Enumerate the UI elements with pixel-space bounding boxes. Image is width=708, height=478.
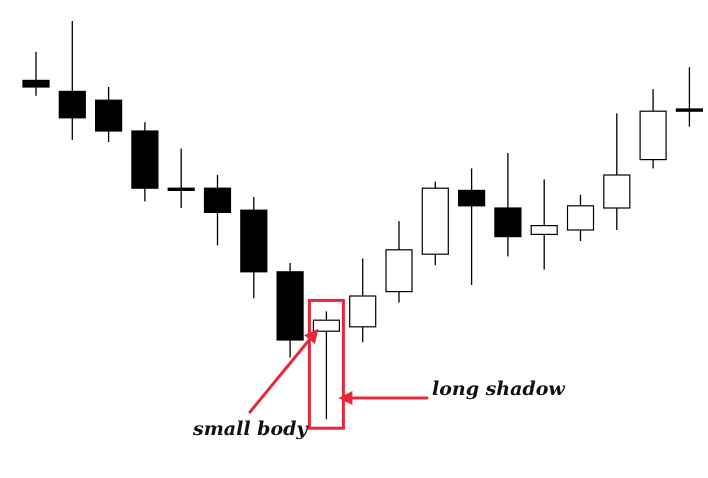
candle (385, 221, 413, 303)
candle (421, 181, 449, 266)
candle (349, 258, 377, 343)
candle (458, 168, 486, 285)
candle (22, 51, 50, 96)
candle-body (639, 110, 667, 161)
candle-body (566, 205, 595, 231)
candle-body (240, 209, 268, 273)
candle (494, 153, 522, 257)
annotation-arrows (248, 328, 429, 414)
candle-body (675, 108, 704, 112)
candle-body (203, 187, 232, 213)
arrow-small-body-head (304, 328, 319, 344)
candle (276, 263, 304, 358)
arrow-long-shadow-head (338, 391, 353, 405)
candle-body (131, 130, 159, 189)
annotation-long-shadow: long shadow (432, 378, 565, 400)
candle-body (22, 79, 50, 88)
candle-body (458, 189, 486, 207)
candle-body (603, 174, 631, 209)
candle-body (167, 187, 195, 191)
candle (58, 21, 86, 140)
arrow-long-shadow (338, 391, 429, 405)
candle (566, 194, 595, 241)
candle (603, 113, 631, 230)
candle-body (276, 271, 304, 341)
annotation-small-body: small body (192, 418, 309, 440)
candle-body (421, 187, 449, 255)
candle (203, 175, 232, 246)
candle (530, 179, 558, 270)
candle (312, 311, 340, 420)
candle (131, 122, 159, 202)
candle (94, 87, 123, 142)
candle-body (349, 295, 377, 328)
candle-body (385, 249, 413, 293)
arrow-small-body-shaft (248, 338, 312, 414)
candle (675, 67, 704, 127)
arrow-small-body (248, 328, 319, 414)
candle (167, 148, 195, 208)
candle-body (94, 99, 123, 132)
candle (639, 89, 667, 169)
candles-group (22, 21, 704, 420)
candle-body (312, 319, 340, 332)
candle-body (58, 90, 86, 119)
candle-body (530, 225, 558, 236)
candle-body (494, 207, 522, 238)
candle (240, 197, 268, 299)
highlight-box (307, 298, 345, 430)
